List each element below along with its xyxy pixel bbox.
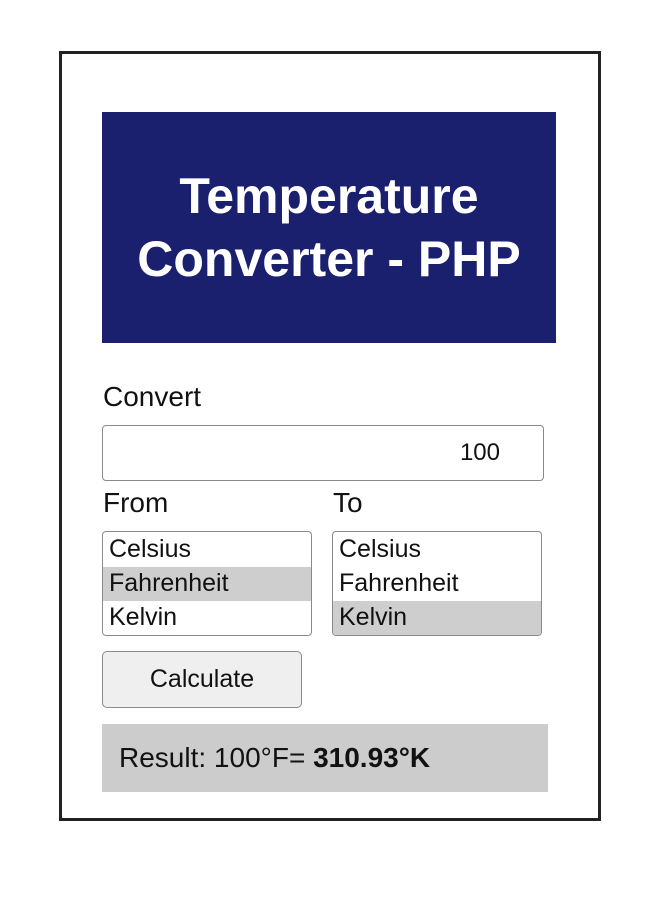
result-value: 310.93°K [313, 742, 431, 773]
calculate-button[interactable]: Calculate [102, 651, 302, 708]
convert-value-input[interactable] [102, 425, 544, 481]
from-unit-listbox[interactable]: Celsius Fahrenheit Kelvin [102, 531, 312, 636]
to-option-celsius[interactable]: Celsius [339, 535, 421, 563]
result-box: Result: 100°F= 310.93°K [102, 724, 548, 792]
header-banner: Temperature Converter - PHP [102, 112, 556, 343]
from-option-celsius[interactable]: Celsius [109, 535, 191, 563]
page-title: Temperature Converter - PHP [137, 167, 521, 287]
from-option-fahrenheit[interactable]: Fahrenheit [103, 567, 311, 601]
to-label: To [333, 487, 363, 518]
convert-label: Convert [103, 381, 202, 412]
from-label: From [103, 487, 169, 518]
to-unit-listbox[interactable]: Celsius Fahrenheit Kelvin [332, 531, 542, 636]
to-option-kelvin[interactable]: Kelvin [333, 601, 541, 635]
result-prefix: Result: 100°F= [119, 742, 314, 773]
to-option-fahrenheit[interactable]: Fahrenheit [339, 569, 459, 597]
from-option-kelvin[interactable]: Kelvin [109, 603, 178, 631]
